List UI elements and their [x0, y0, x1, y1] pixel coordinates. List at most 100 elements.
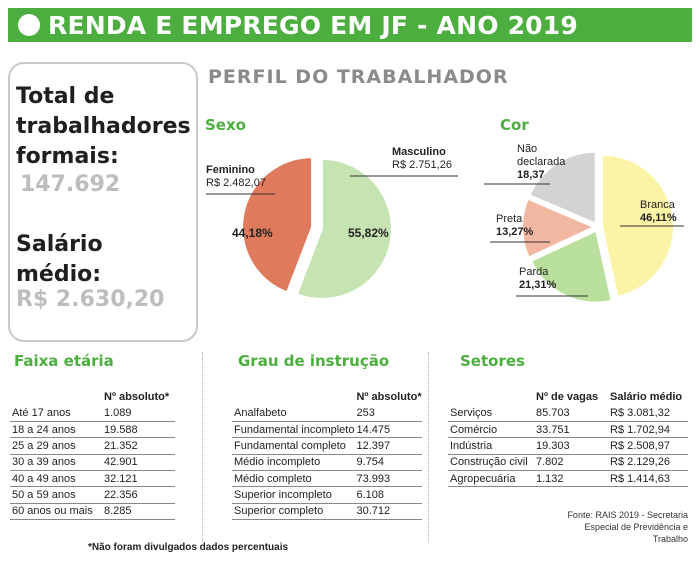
table-row: 50 a 59 anos 22.356: [10, 486, 175, 504]
table-cell: Fundamental incompleto: [232, 421, 355, 439]
setores-table: Nº de vagas Salário médio Serviços 85.703 R…: [448, 389, 688, 488]
cor-pie-chart: [484, 150, 684, 304]
preta-label: Preta 13,27%: [496, 213, 534, 238]
table-cell: 14.475: [354, 421, 422, 439]
table-cell: 25 a 29 anos: [10, 437, 102, 455]
profile-title: PERFIL DO TRABALHADOR: [208, 66, 509, 88]
grau-instrucao-table: Nº absoluto* Analfabeto 253 Fundamental in…: [232, 389, 422, 520]
table-cell: 30 a 39 anos: [10, 454, 102, 471]
cor-title: Cor: [500, 116, 529, 134]
table-row: Construção civil 7.802 R$ 2.129,26: [448, 454, 688, 471]
table-cell: R$ 2.129,26: [608, 454, 688, 471]
header-banner: RENDA E EMPREGO EM JF - ANO 2019: [8, 8, 692, 42]
pie-slice-parda: [529, 229, 613, 304]
table-cell: R$ 3.081,32: [608, 405, 688, 423]
circle-icon: [18, 14, 40, 36]
table-cell: Fundamental completo: [232, 437, 355, 455]
table-cell: 60 anos ou mais: [10, 503, 102, 520]
masculino-pct: 55,82%: [348, 226, 389, 240]
table-cell: Comércio: [448, 421, 534, 439]
table-row: Fundamental completo 12.397: [232, 437, 422, 455]
grau-instrucao-title: Grau de instrução: [238, 352, 390, 370]
table-cell: R$ 1.414,63: [608, 470, 688, 488]
divider: [428, 352, 429, 542]
table-row: Superior incompleto 6.108: [232, 486, 422, 504]
table-row: 60 anos ou mais 8.285: [10, 503, 175, 520]
sexo-pie-chart: [206, 156, 458, 300]
table-cell: 22.356: [102, 486, 175, 504]
table-cell: 12.397: [354, 437, 422, 455]
table-cell: 42.901: [102, 454, 175, 471]
table-cell: 8.285: [102, 503, 175, 520]
table-row: 25 a 29 anos 21.352: [10, 437, 175, 455]
pie-slice-feminino: [241, 156, 314, 294]
table-row: Superior completo 30.712: [232, 503, 422, 520]
table-cell: 1.089: [102, 405, 175, 423]
nao-declarada-label: Não declarada 18,37: [517, 143, 566, 181]
parda-label: Parda 21,31%: [519, 266, 557, 291]
column-header: Nº de vagas: [536, 391, 599, 404]
table-cell: Médio completo: [232, 470, 355, 488]
setores-title: Setores: [460, 352, 525, 370]
table-row: Médio incompleto 9.754: [232, 454, 422, 471]
feminino-pct: 44,18%: [232, 226, 273, 240]
branca-label: Branca 46,11%: [640, 199, 677, 224]
table-cell: 40 a 49 anos: [10, 470, 102, 488]
table-cell: 50 a 59 anos: [10, 486, 102, 504]
table-cell: Médio incompleto: [232, 454, 355, 471]
table-cell: 6.108: [354, 486, 422, 504]
table-cell: Superior completo: [232, 503, 355, 520]
table-cell: 33.751: [534, 421, 608, 439]
source-note: Fonte: RAIS 2019 - Secretaria Especial de…: [567, 510, 688, 544]
table-cell: 32.121: [102, 470, 175, 488]
table-cell: Superior incompleto: [232, 486, 355, 504]
table-cell: 21.352: [102, 437, 175, 455]
table-cell: 73.993: [354, 470, 422, 488]
table-row: 18 a 24 anos 19.588: [10, 421, 175, 439]
table-row: Agropecuária 1.132 R$ 1.414,63: [448, 470, 688, 488]
table-cell: Até 17 anos: [10, 405, 102, 423]
column-header: Nº absoluto*: [356, 391, 422, 404]
page-title: RENDA E EMPREGO EM JF - ANO 2019: [48, 10, 578, 40]
faixa-etaria-title: Faixa etária: [14, 352, 114, 370]
masculino-label: Masculino R$ 2.751,26: [392, 146, 452, 171]
table-row: Indústria 19.303 R$ 2.508,97: [448, 437, 688, 455]
table-row: Fundamental incompleto 14.475: [232, 421, 422, 439]
table-row: Serviços 85.703 R$ 3.081,32: [448, 405, 688, 423]
faixa-etaria-table: Nº absoluto* Até 17 anos 1.089 18 a 24 ano…: [10, 389, 175, 520]
table-cell: 19.303: [534, 437, 608, 455]
table-cell: 7.802: [534, 454, 608, 471]
table-cell: Construção civil: [448, 454, 534, 471]
table-cell: R$ 2.508,97: [608, 437, 688, 455]
table-row: Analfabeto 253: [232, 405, 422, 423]
pie-slice-nao-declarada: [528, 150, 597, 226]
table-row: Comércio 33.751 R$ 1.702,94: [448, 421, 688, 439]
stats-box: [8, 62, 198, 342]
table-cell: Indústria: [448, 437, 534, 455]
table-cell: Serviços: [448, 405, 534, 423]
pie-slice-masculino: [295, 157, 393, 300]
column-header: Nº absoluto*: [104, 391, 170, 404]
table-cell: 253: [354, 405, 422, 423]
total-workers-value: 147.692: [20, 172, 121, 197]
table-cell: 9.754: [354, 454, 422, 471]
pie-slice-preta: [521, 197, 597, 259]
table-cell: 19.588: [102, 421, 175, 439]
column-header: Salário médio: [610, 391, 683, 404]
table-cell: 1.132: [534, 470, 608, 488]
average-salary-value: R$ 2.630,20: [16, 287, 165, 312]
table-row: 40 a 49 anos 32.121: [10, 470, 175, 488]
table-cell: 85.703: [534, 405, 608, 423]
table-row: Médio completo 73.993: [232, 470, 422, 488]
table-cell: R$ 1.702,94: [608, 421, 688, 439]
table-row: Até 17 anos 1.089: [10, 405, 175, 423]
table-cell: 30.712: [354, 503, 422, 520]
total-workers-label: Total de trabalhadores formais:: [16, 84, 191, 169]
table-cell: Analfabeto: [232, 405, 355, 423]
feminino-label: Feminino R$ 2.482,07: [206, 164, 266, 189]
footnote: *Não foram divulgados dados percentuais: [88, 542, 289, 553]
table-cell: 18 a 24 anos: [10, 421, 102, 439]
average-salary-label: Salário médio:: [16, 232, 103, 287]
sexo-title: Sexo: [205, 116, 246, 134]
table-cell: Agropecuária: [448, 470, 534, 488]
